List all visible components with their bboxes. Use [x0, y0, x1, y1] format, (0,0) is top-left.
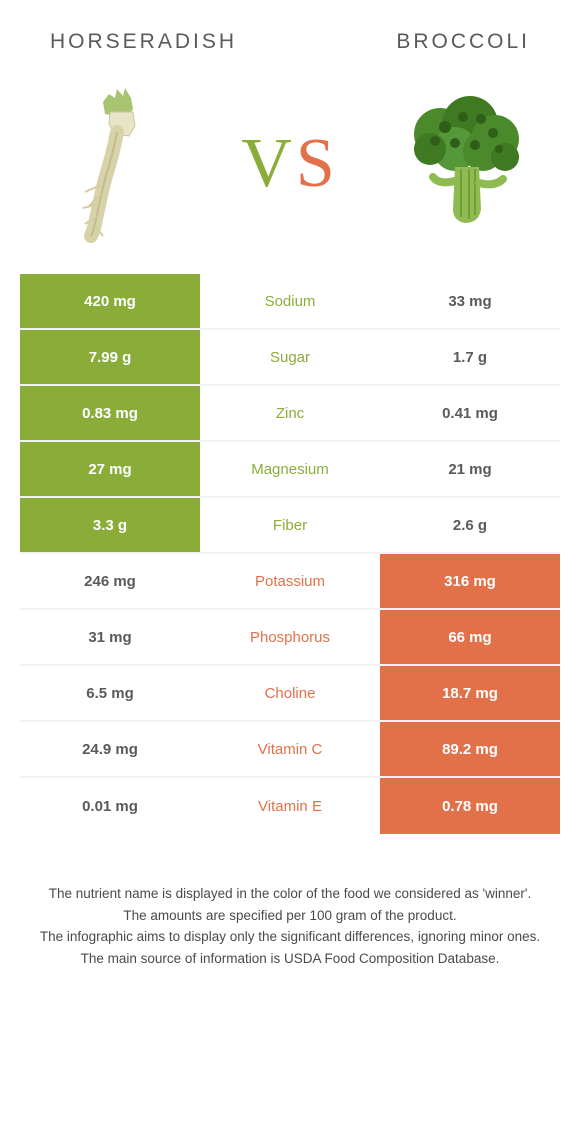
table-row: 246 mgPotassium316 mg	[20, 554, 560, 610]
left-value: 7.99 g	[20, 330, 200, 384]
table-row: 420 mgSodium33 mg	[20, 274, 560, 330]
right-value: 18.7 mg	[380, 666, 560, 720]
vs-label: VS	[241, 124, 339, 204]
left-value: 420 mg	[20, 274, 200, 328]
images-row: VS	[0, 64, 580, 274]
left-value: 31 mg	[20, 610, 200, 664]
left-food-title: Horseradish	[50, 30, 237, 54]
right-value: 66 mg	[380, 610, 560, 664]
right-value: 21 mg	[380, 442, 560, 496]
table-row: 7.99 gSugar1.7 g	[20, 330, 560, 386]
nutrient-label: Magnesium	[200, 442, 380, 496]
left-value: 24.9 mg	[20, 722, 200, 776]
left-value: 0.01 mg	[20, 778, 200, 834]
broccoli-icon	[395, 84, 535, 244]
nutrient-label: Phosphorus	[200, 610, 380, 664]
table-row: 3.3 gFiber2.6 g	[20, 498, 560, 554]
nutrient-label: Choline	[200, 666, 380, 720]
nutrient-table: 420 mgSodium33 mg7.99 gSugar1.7 g0.83 mg…	[20, 274, 560, 834]
footer-notes: The nutrient name is displayed in the co…	[30, 884, 550, 968]
table-row: 31 mgPhosphorus66 mg	[20, 610, 560, 666]
footer-line-1: The nutrient name is displayed in the co…	[30, 884, 550, 904]
footer-line-3: The infographic aims to display only the…	[30, 927, 550, 947]
footer-line-2: The amounts are specified per 100 gram o…	[30, 906, 550, 926]
right-value: 2.6 g	[380, 498, 560, 552]
header-titles: Horseradish Broccoli	[0, 0, 580, 64]
table-row: 24.9 mgVitamin C89.2 mg	[20, 722, 560, 778]
left-value: 6.5 mg	[20, 666, 200, 720]
horseradish-icon	[45, 84, 185, 244]
nutrient-label: Sugar	[200, 330, 380, 384]
left-value: 27 mg	[20, 442, 200, 496]
left-value: 0.83 mg	[20, 386, 200, 440]
right-value: 316 mg	[380, 554, 560, 608]
table-row: 0.01 mgVitamin E0.78 mg	[20, 778, 560, 834]
right-value: 0.78 mg	[380, 778, 560, 834]
nutrient-label: Sodium	[200, 274, 380, 328]
left-value: 3.3 g	[20, 498, 200, 552]
vs-letter-s: S	[296, 125, 339, 202]
footer-line-4: The main source of information is USDA F…	[30, 949, 550, 969]
infographic-container: Horseradish Broccoli VS	[0, 0, 580, 968]
nutrient-label: Fiber	[200, 498, 380, 552]
vs-letter-v: V	[241, 125, 296, 202]
right-value: 89.2 mg	[380, 722, 560, 776]
nutrient-label: Vitamin E	[200, 778, 380, 834]
nutrient-label: Zinc	[200, 386, 380, 440]
right-value: 1.7 g	[380, 330, 560, 384]
table-row: 6.5 mgCholine18.7 mg	[20, 666, 560, 722]
left-value: 246 mg	[20, 554, 200, 608]
table-row: 27 mgMagnesium21 mg	[20, 442, 560, 498]
right-value: 0.41 mg	[380, 386, 560, 440]
nutrient-label: Potassium	[200, 554, 380, 608]
table-row: 0.83 mgZinc0.41 mg	[20, 386, 560, 442]
nutrient-label: Vitamin C	[200, 722, 380, 776]
right-food-title: Broccoli	[396, 30, 530, 54]
right-value: 33 mg	[380, 274, 560, 328]
